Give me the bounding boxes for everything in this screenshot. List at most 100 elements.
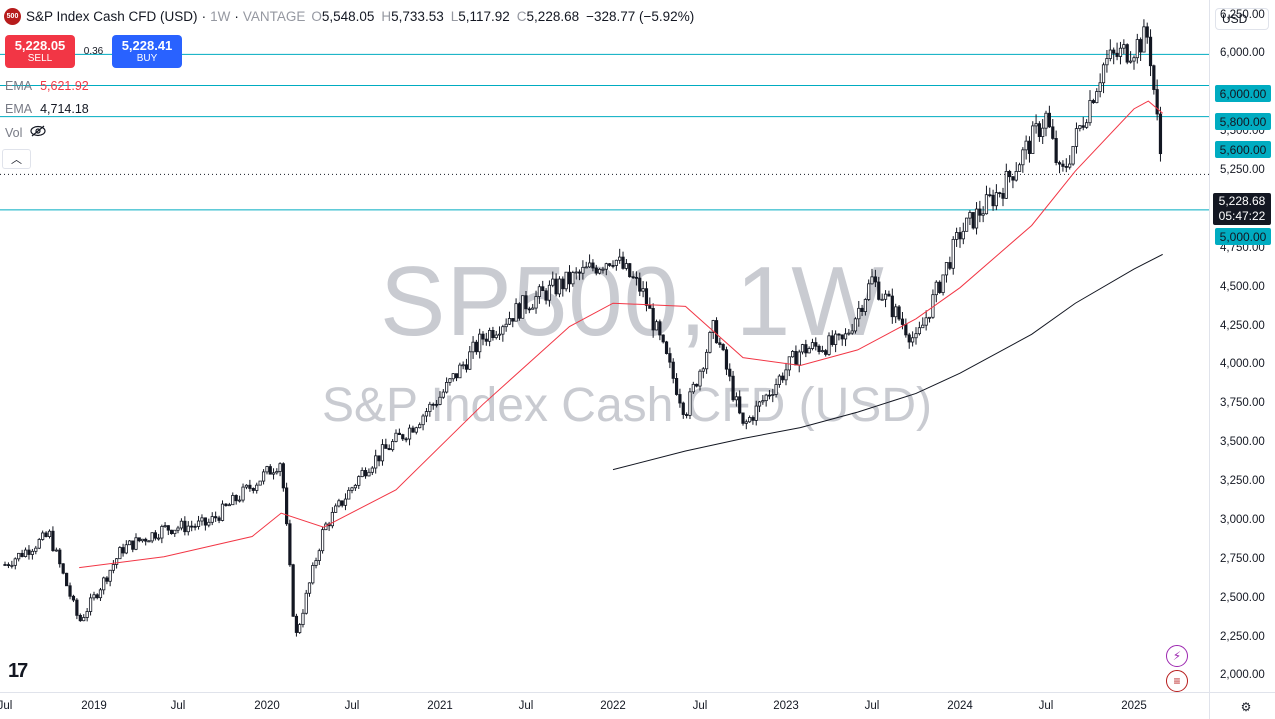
candle-down [1008,170,1012,178]
candle-up [418,424,422,429]
axis-corner [1209,692,1275,719]
candle-down [741,412,745,424]
candle-down [873,276,877,283]
candle-up [173,529,177,535]
candle-down [288,523,292,566]
candle-up [13,558,17,566]
lightning-icon[interactable]: ⚡ [1166,645,1188,667]
candle-up [534,296,538,309]
price-tick-label: 4,500.00 [1220,280,1265,293]
indicator-volume[interactable]: Vol [5,125,46,140]
price-tick-label: 5,250.00 [1220,164,1265,177]
candle-up [124,544,128,554]
price-axis[interactable] [1209,0,1275,692]
interval-label: 1W [210,9,231,24]
collapse-legend-button[interactable]: ︿ [2,149,31,169]
ema-slow-line [612,253,1163,471]
candle-down [674,378,679,395]
buy-button[interactable]: 5,228.41 BUY [112,35,182,68]
candle-down [491,330,495,339]
candle-down [887,293,891,297]
price-tick-label: 3,750.00 [1220,397,1265,410]
candle-down [554,278,558,295]
candle-up [488,330,492,342]
candle-up [1024,140,1028,151]
indicator-ema-fast[interactable]: EMA 5,621.92 [5,79,89,93]
candle-up [857,307,861,320]
candle-up [1135,39,1139,59]
candle-up [461,364,465,367]
sell-button[interactable]: 5,228.05 SELL [5,35,75,68]
time-axis[interactable] [0,692,1209,719]
tradingview-logo-icon[interactable]: 17 [8,660,28,682]
candle-up [917,327,921,335]
indicator-ema-slow[interactable]: EMA 4,714.18 [5,102,89,116]
candle-up [934,281,938,296]
symbol-title[interactable]: S&P Index Cash CFD (USD) [26,9,198,24]
candle-up [820,350,824,353]
candle-down [27,549,31,555]
candle-up [478,333,482,353]
candle-down [651,308,655,331]
candle-down [511,318,515,322]
candle-up [1044,112,1048,129]
candle-up [748,417,752,423]
candle-up [23,549,28,557]
candle-up [1105,58,1109,66]
chart-pane[interactable]: SP500, 1W S&P Index Cash CFD (USD) [0,0,1209,692]
level-label-5800: 5,800.00 [1215,113,1271,130]
candle-up [827,335,831,355]
candle-up [261,471,266,482]
candle-up [698,370,702,387]
candle-down [131,540,135,550]
candle-up [1074,128,1079,147]
candle-up [47,530,52,537]
candle-up [320,529,325,552]
candle-up [921,324,925,329]
price-tick-label: 2,750.00 [1220,552,1265,565]
eye-hidden-icon[interactable] [30,125,46,140]
chevron-up-icon: ︿ [11,154,22,166]
candle-up [210,516,214,523]
candle-down [840,334,844,340]
candle-down [591,262,595,269]
ema-fast-value: 5,621.92 [40,79,89,93]
ema-fast-line [79,100,1163,569]
candle-up [220,503,225,521]
candle-up [115,558,119,565]
settings-gear-icon[interactable]: ⚙ [1240,700,1252,714]
price-chart[interactable] [0,0,1209,692]
candle-up [834,333,838,345]
candle-up [34,547,38,552]
candle-up [810,342,815,349]
candle-up [914,333,918,339]
trade-panel: 5,228.05 SELL 0.36 5,228.41 BUY [5,35,182,68]
candle-down [1148,36,1153,67]
candle-down [294,615,299,633]
candle-down [1155,89,1159,115]
candle-down [251,488,255,491]
currency-select[interactable]: USD [1215,8,1269,30]
candle-down [1125,44,1129,63]
us-flag-icon[interactable]: ≡ [1166,670,1188,692]
candle-up [774,384,778,395]
candle-up [654,321,659,331]
spread-value: 0.36 [83,46,104,57]
candle-up [1068,163,1072,168]
candle-up [41,532,45,540]
candle-up [207,521,211,526]
candle-down [664,341,669,354]
candle-down [1047,112,1051,128]
candle-up [1095,91,1099,104]
time-tick-label: 2019 [81,700,107,712]
price-tick-label: 4,250.00 [1220,319,1265,332]
time-tick-label: Jul [344,700,360,712]
candle-up [618,256,622,261]
candle-up [870,276,874,285]
candle-up [1004,170,1008,199]
candle-up [17,552,21,560]
candle-up [347,489,351,500]
time-tick-label: 2020 [254,700,280,712]
candle-down [897,306,901,320]
candle-down [153,532,157,539]
